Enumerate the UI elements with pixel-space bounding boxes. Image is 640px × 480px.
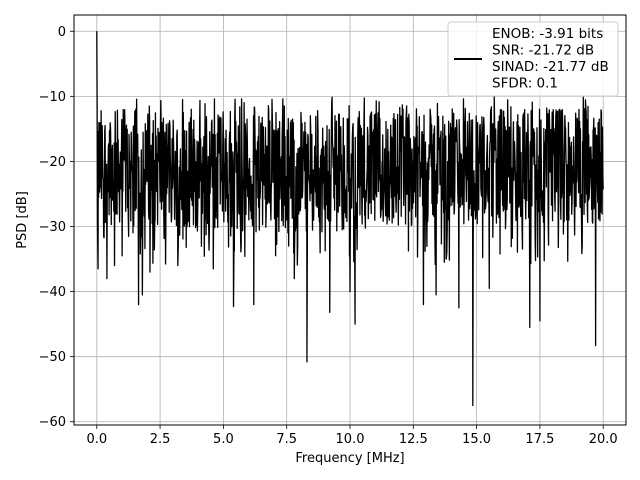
y-tick-label: −10 xyxy=(39,90,66,105)
psd-series-line xyxy=(96,31,604,407)
x-tick-label: 17.5 xyxy=(525,432,554,447)
y-tick-label: −30 xyxy=(39,220,66,235)
x-axis-label: Frequency [MHz] xyxy=(295,451,404,466)
legend-entry: SFDR: 0.1 xyxy=(492,76,558,92)
y-axis-ticks: 0 −10 −20 −30 −40 −50 −60 xyxy=(39,25,74,430)
x-tick-label: 0.0 xyxy=(86,432,107,447)
legend-box xyxy=(447,21,619,97)
x-tick-label: 12.5 xyxy=(399,432,428,447)
y-tick-label: −50 xyxy=(39,350,66,365)
y-tick-label: −60 xyxy=(39,415,66,430)
y-tick-label: −40 xyxy=(39,285,66,300)
x-tick-label: 5.0 xyxy=(213,432,234,447)
x-tick-label: 10.0 xyxy=(336,432,365,447)
y-axis-label: PSD [dB] xyxy=(15,191,30,249)
legend-entry: SNR: -21.72 dB xyxy=(492,43,594,59)
x-axis-ticks: 0.0 2.5 5.0 7.5 10.0 12.5 15.0 17.5 20.0 xyxy=(86,425,618,447)
plot-area xyxy=(96,31,604,407)
x-tick-label: 2.5 xyxy=(150,432,171,447)
y-tick-label: −20 xyxy=(39,155,66,170)
x-tick-label: 20.0 xyxy=(589,432,618,447)
x-tick-label: 15.0 xyxy=(462,432,491,447)
legend-entry: SINAD: -21.77 dB xyxy=(492,59,609,75)
legend-entry: ENOB: -3.91 bits xyxy=(492,26,603,42)
y-tick-label: 0 xyxy=(58,25,66,40)
x-tick-label: 7.5 xyxy=(276,432,297,447)
